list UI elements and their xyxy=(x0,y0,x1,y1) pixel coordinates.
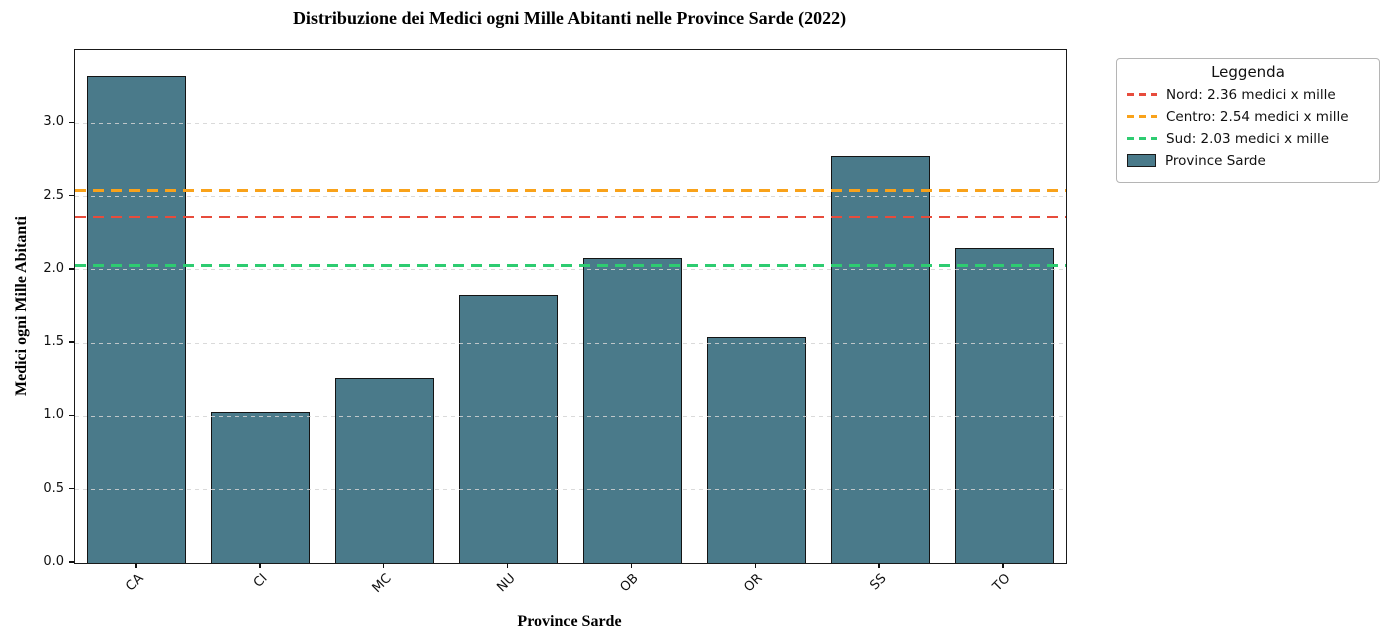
legend-label: Nord: 2.36 medici x mille xyxy=(1166,86,1336,103)
legend-label: Centro: 2.54 medici x mille xyxy=(1166,108,1349,125)
y-tick-mark-3.0 xyxy=(69,121,74,123)
x-tick-label-NU: NU xyxy=(493,571,519,596)
ref-line-sud xyxy=(75,264,1066,267)
y-tick-mark-0.0 xyxy=(69,561,74,563)
x-tick-mark-CI xyxy=(259,563,261,569)
y-tick-label-1.0: 1.0 xyxy=(43,407,64,423)
legend-entry-2: Sud: 2.03 medici x mille xyxy=(1127,130,1369,147)
x-tick-mark-CA xyxy=(135,563,137,569)
legend-entry-1: Centro: 2.54 medici x mille xyxy=(1127,108,1369,125)
ref-line-centro xyxy=(75,189,1066,192)
gridline-2.0 xyxy=(75,269,1066,271)
y-tick-mark-1.5 xyxy=(69,341,74,343)
x-axis-label: Province Sarde xyxy=(517,613,622,630)
bar-CA xyxy=(87,76,187,563)
legend-label: Sud: 2.03 medici x mille xyxy=(1166,130,1330,147)
x-tick-mark-OR xyxy=(754,563,756,569)
y-tick-mark-1.0 xyxy=(69,414,74,417)
gridline-1.5 xyxy=(75,342,1066,344)
legend-entry-3: Province Sarde xyxy=(1127,152,1369,169)
x-tick-mark-TO xyxy=(1002,563,1004,569)
x-tick-label-SS: SS xyxy=(867,571,890,594)
legend-entries: Nord: 2.36 medici x mille Centro: 2.54 me… xyxy=(1127,86,1369,169)
x-tick-label-MC: MC xyxy=(369,571,395,596)
gridline-1.0 xyxy=(75,415,1066,418)
x-tick-mark-OB xyxy=(630,563,633,569)
x-tick-label-OB: OB xyxy=(617,571,643,596)
x-tick-mark-SS xyxy=(878,563,880,569)
legend-dashed-line-swatch xyxy=(1127,93,1157,96)
y-tick-label-3.0: 3.0 xyxy=(43,114,64,130)
legend-title: Leggenda xyxy=(1211,63,1285,81)
y-tick-label-2.5: 2.5 xyxy=(43,187,64,203)
x-tick-mark-MC xyxy=(382,563,385,569)
ref-line-nord xyxy=(75,215,1066,219)
y-tick-label-0.5: 0.5 xyxy=(43,480,64,496)
chart-title: Distribuzione dei Medici ogni Mille Abit… xyxy=(292,8,847,28)
legend-patch-swatch xyxy=(1127,154,1156,167)
x-tick-label-CA: CA xyxy=(123,571,147,595)
gridline-0.5 xyxy=(75,489,1066,491)
bar-CI xyxy=(211,412,311,563)
x-tick-label-TO: TO xyxy=(990,571,1014,595)
x-tick-label-OR: OR xyxy=(741,571,766,596)
bar-SS xyxy=(830,155,930,563)
y-tick-label-1.5: 1.5 xyxy=(43,334,64,350)
legend: Leggenda Nord: 2.36 medici x mille Centro… xyxy=(1116,58,1380,183)
bar-TO xyxy=(954,247,1054,563)
x-tick-mark-NU xyxy=(506,563,509,569)
y-tick-mark-2.5 xyxy=(69,194,74,197)
legend-dashed-line-swatch xyxy=(1127,137,1157,140)
y-tick-label-0.0: 0.0 xyxy=(43,554,64,569)
legend-dashed-line-swatch xyxy=(1127,115,1157,118)
y-tick-label-2.0: 2.0 xyxy=(43,260,64,276)
legend-entry-0: Nord: 2.36 medici x mille xyxy=(1127,86,1369,103)
y-axis-label: Medici ogni Mille Abitanti xyxy=(13,216,30,396)
x-tick-label-CI: CI xyxy=(250,571,271,591)
bar-OR xyxy=(706,337,806,563)
y-tick-mark-2.0 xyxy=(69,268,74,270)
gridline-2.5 xyxy=(75,195,1066,198)
y-tick-mark-0.5 xyxy=(69,488,74,490)
plot-area xyxy=(74,49,1067,564)
bar-MC xyxy=(335,378,435,563)
bar-OB xyxy=(582,258,682,563)
bar-NU xyxy=(459,294,559,563)
gridline-3.0 xyxy=(75,122,1066,124)
legend-label: Province Sarde xyxy=(1165,152,1266,169)
